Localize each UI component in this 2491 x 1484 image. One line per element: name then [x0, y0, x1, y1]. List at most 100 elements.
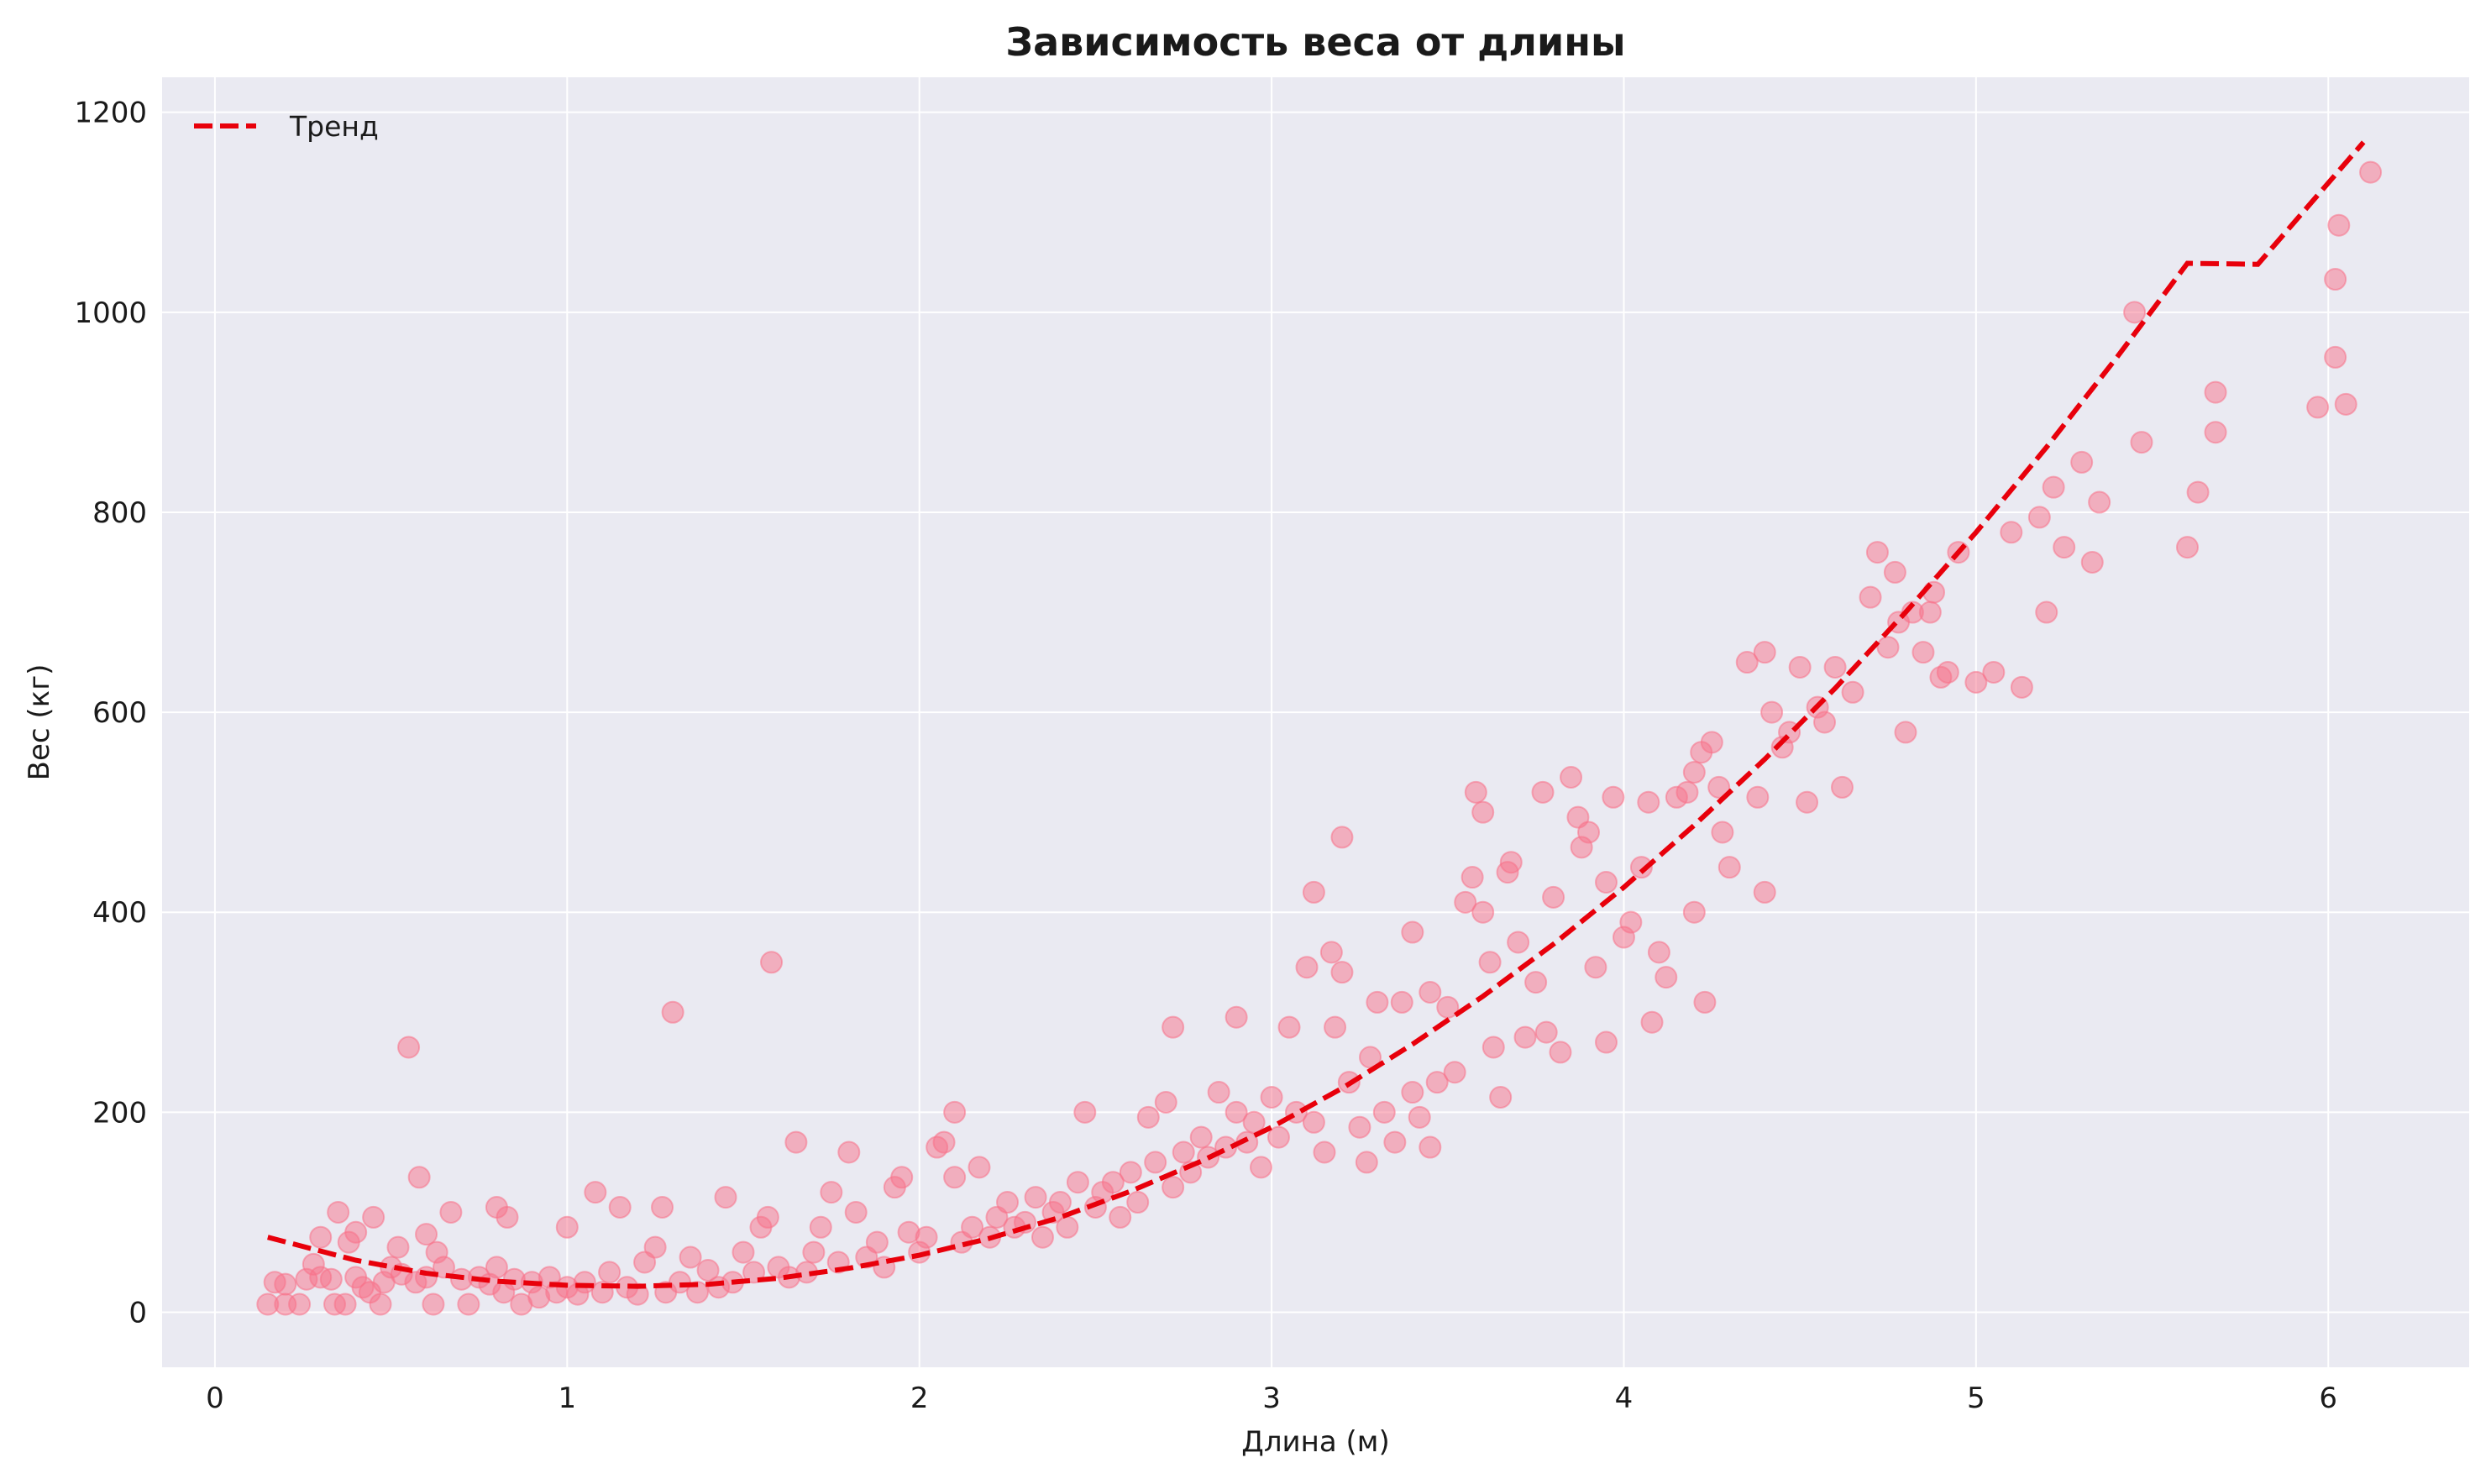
data-point: [407, 1166, 431, 1189]
data-point: [309, 1225, 333, 1249]
data-point: [1796, 790, 1819, 814]
data-point: [1454, 890, 1477, 914]
x-tick-label: 3: [1262, 1382, 1281, 1415]
data-point: [1372, 1100, 1396, 1124]
data-point: [457, 1293, 480, 1316]
data-point: [1594, 1030, 1618, 1054]
data-point: [1707, 775, 1731, 799]
data-point: [1513, 1025, 1537, 1049]
data-point: [1056, 1215, 1079, 1239]
x-tick-label: 0: [206, 1382, 224, 1415]
data-point: [756, 1205, 779, 1229]
data-point: [837, 1141, 861, 1164]
data-point: [1249, 1156, 1272, 1179]
data-point: [2000, 521, 2023, 544]
x-tick-label: 6: [2319, 1382, 2337, 1415]
data-point: [626, 1282, 649, 1306]
grid-lines: [162, 77, 2469, 1367]
data-point: [1048, 1191, 1072, 1214]
data-point: [2010, 675, 2033, 699]
data-point: [1655, 966, 1678, 989]
data-point: [2053, 536, 2076, 559]
data-point: [961, 1215, 984, 1239]
data-point: [1266, 1125, 1290, 1149]
data-point: [932, 1130, 956, 1154]
x-axis-ticks: 0 1 2 3 4 5 6: [206, 1382, 2337, 1415]
data-point: [1126, 1191, 1150, 1214]
data-point: [1119, 1161, 1142, 1184]
data-point: [651, 1195, 674, 1219]
data-point: [422, 1293, 445, 1316]
data-point: [1693, 990, 1717, 1014]
data-point: [2327, 213, 2351, 237]
data-point: [1355, 1151, 1378, 1174]
data-point: [943, 1166, 967, 1189]
data-point: [696, 1259, 720, 1282]
data-point: [2027, 506, 2051, 529]
data-point: [1073, 1100, 1097, 1124]
data-point: [1162, 1015, 1185, 1039]
data-point: [1189, 1125, 1213, 1149]
data-point: [1464, 780, 1487, 804]
y-tick-label: 600: [92, 696, 147, 730]
data-point: [1700, 731, 1723, 754]
data-point: [1366, 990, 1389, 1014]
data-point: [865, 1230, 889, 1254]
data-point: [2204, 380, 2227, 404]
data-point: [1735, 651, 1759, 674]
data-point: [1324, 1015, 1347, 1039]
data-point: [1982, 660, 2006, 684]
data-point: [2130, 431, 2153, 454]
y-tick-label: 1200: [74, 97, 147, 130]
x-tick-label: 2: [910, 1382, 929, 1415]
data-point: [1912, 641, 1935, 664]
data-point: [2186, 480, 2210, 504]
data-point: [669, 1271, 692, 1294]
data-point: [1207, 1081, 1230, 1104]
y-tick-label: 400: [92, 896, 147, 930]
data-point: [1162, 1176, 1185, 1199]
data-point: [1647, 941, 1670, 964]
data-point: [2204, 421, 2227, 444]
y-axis-label: Вес (кг): [23, 664, 56, 781]
data-point: [2306, 396, 2330, 419]
data-point: [386, 1235, 410, 1259]
data-point: [2359, 160, 2383, 184]
data-point: [1594, 871, 1618, 894]
data-point: [555, 1215, 579, 1239]
data-point: [1302, 880, 1325, 904]
data-point: [2324, 268, 2347, 291]
data-point: [319, 1267, 343, 1291]
data-point: [1319, 941, 1343, 964]
data-point: [1109, 1205, 1132, 1229]
data-point: [844, 1200, 868, 1224]
data-point: [760, 951, 784, 974]
data-point: [809, 1215, 832, 1239]
data-point: [288, 1293, 312, 1316]
data-point: [1865, 541, 1889, 564]
data-point: [1602, 785, 1625, 809]
data-point: [1154, 1090, 1177, 1114]
data-point: [1024, 1186, 1047, 1209]
data-point: [433, 1256, 456, 1279]
data-point: [1144, 1151, 1167, 1174]
data-point: [661, 1000, 684, 1024]
data-point: [1964, 670, 1988, 694]
data-point: [1401, 920, 1424, 944]
data-point: [1534, 1020, 1558, 1044]
data-point: [1859, 585, 1882, 609]
data-point: [714, 1186, 737, 1209]
data-point: [1676, 780, 1699, 804]
data-point: [915, 1225, 938, 1249]
data-point: [2042, 475, 2065, 499]
data-point: [397, 1036, 421, 1059]
data-point: [598, 1261, 621, 1284]
data-point: [1101, 1171, 1125, 1194]
data-point: [1471, 900, 1495, 924]
data-point: [1830, 775, 1854, 799]
data-point: [1918, 600, 1942, 624]
data-point: [1753, 641, 1776, 664]
data-point: [439, 1200, 463, 1224]
data-point: [1823, 656, 1847, 679]
